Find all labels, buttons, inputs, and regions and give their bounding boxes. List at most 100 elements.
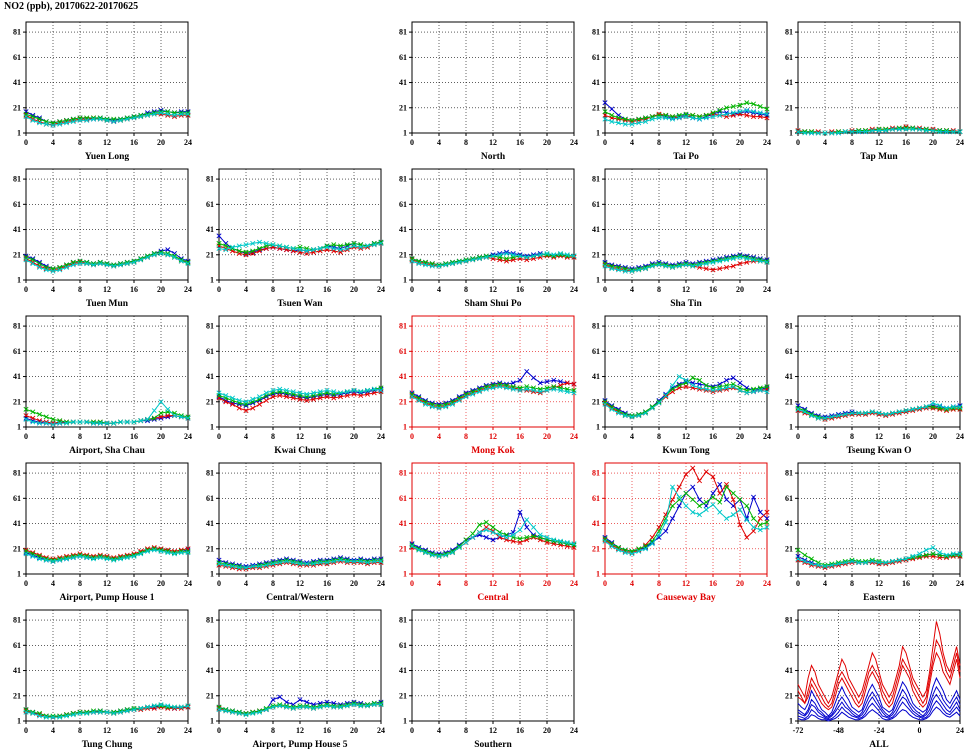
x-tick-label: 20 <box>543 432 551 441</box>
x-tick-label: 16 <box>516 432 524 441</box>
red-series-line <box>797 638 961 708</box>
x-tick-label: 20 <box>736 432 744 441</box>
y-tick-label: 61 <box>399 347 407 356</box>
x-tick-label: 4 <box>630 579 634 588</box>
cyan-series-markers <box>602 373 770 420</box>
x-tick-label: 0 <box>918 726 922 735</box>
panel-title: Tuen Mun <box>86 299 129 309</box>
chart-panel-eastern: 1 21 41 61 81 0 4 8 12 16 20 24 Eastern <box>772 457 965 604</box>
y-tick-label: 61 <box>785 494 793 503</box>
y-tick-label: 61 <box>206 200 214 209</box>
x-tick-label: 20 <box>543 285 551 294</box>
x-tick-label: 20 <box>350 579 358 588</box>
panel-title: Airport, Sha Chau <box>69 446 145 456</box>
chart-southern-svg: 1 21 41 61 81 0 4 8 12 16 20 24 Southern <box>399 609 578 750</box>
x-tick-label: 12 <box>682 138 690 147</box>
y-tick-label: 1 <box>789 570 793 579</box>
y-tick-label: 61 <box>592 200 600 209</box>
y-tick-label: 61 <box>13 53 21 62</box>
x-tick-label: 12 <box>489 579 497 588</box>
x-tick-label: 12 <box>875 579 883 588</box>
y-tick-label: 81 <box>785 469 793 478</box>
x-tick-label: 8 <box>657 285 661 294</box>
blue-series-markers <box>216 555 384 569</box>
blue-series-line <box>797 676 961 717</box>
red-series-line <box>604 467 768 554</box>
x-tick-label: 12 <box>103 726 111 735</box>
y-tick-label: 1 <box>403 570 407 579</box>
y-tick-label: 61 <box>13 641 21 650</box>
green-series-markers <box>23 546 191 563</box>
x-tick-label: 12 <box>489 726 497 735</box>
blue-series-line <box>797 685 961 718</box>
y-tick-label: 81 <box>592 469 600 478</box>
chart-pump-house-1-svg: 1 21 41 61 81 0 4 8 12 16 20 24 Airport, Pump House … <box>13 462 192 603</box>
y-tick-label: 81 <box>399 616 407 625</box>
panel-title: Southern <box>474 740 512 750</box>
y-tick-label: 21 <box>785 691 793 700</box>
chart-panel-sha-tin: 1 21 41 61 81 0 4 8 12 16 20 24 Sha Tin <box>579 163 772 310</box>
blue-series-markers <box>216 386 384 409</box>
x-tick-label: 4 <box>51 138 55 147</box>
chart-tap-mun-svg: 1 21 41 61 81 0 4 8 12 16 20 24 Tap Mun <box>785 21 964 162</box>
x-tick-label: 0 <box>796 138 800 147</box>
x-tick-label: 12 <box>489 432 497 441</box>
x-tick-label: 8 <box>78 432 82 441</box>
chart-panel-tsuen-wan: 1 21 41 61 81 0 4 8 12 16 20 24 Tsuen Wan <box>193 163 386 310</box>
chart-eastern-svg: 1 21 41 61 81 0 4 8 12 16 20 24 Eastern <box>785 462 964 603</box>
y-tick-label: 41 <box>399 519 407 528</box>
y-tick-label: 41 <box>785 519 793 528</box>
blue-series-line <box>797 693 961 720</box>
y-tick-label: 21 <box>592 103 600 112</box>
y-tick-label: 21 <box>399 250 407 259</box>
x-tick-label: 0 <box>410 285 414 294</box>
panel-title: Airport, Pump House 1 <box>60 593 155 603</box>
cyan-series-markers <box>23 702 191 720</box>
x-tick-label: 12 <box>682 432 690 441</box>
y-tick-label: 41 <box>399 78 407 87</box>
green-series-markers <box>409 381 577 409</box>
chart-panel-tung-chung: 1 21 41 61 81 0 4 8 12 16 20 24 Tung Chung <box>0 604 193 751</box>
y-tick-label: 41 <box>206 225 214 234</box>
x-tick-label: 0 <box>603 579 607 588</box>
red-series-markers <box>216 558 384 572</box>
green-series-markers <box>602 100 770 123</box>
y-tick-label: 1 <box>17 129 21 138</box>
y-tick-label: 21 <box>399 397 407 406</box>
panel-title: Sha Tin <box>670 299 702 309</box>
y-tick-label: 1 <box>789 129 793 138</box>
green-series-markers <box>409 519 577 558</box>
blue-series-markers <box>602 252 770 272</box>
empty-cell <box>193 16 386 163</box>
chart-panel-airport-sha-chau: 1 21 41 61 81 0 4 8 12 16 20 24 Airport, Sha Chau <box>0 310 193 457</box>
x-tick-label: 8 <box>78 285 82 294</box>
x-tick-label: 12 <box>103 432 111 441</box>
x-tick-label: 4 <box>51 726 55 735</box>
chart-panel-tseung-kwan-o: 1 21 41 61 81 0 4 8 12 16 20 24 Tseung Kwan O <box>772 310 965 457</box>
x-tick-label: 16 <box>130 138 138 147</box>
y-tick-label: 1 <box>596 423 600 432</box>
x-tick-label: 20 <box>350 726 358 735</box>
y-tick-label: 41 <box>785 666 793 675</box>
x-tick-label: 8 <box>464 726 468 735</box>
y-tick-label: 61 <box>399 200 407 209</box>
y-tick-label: 21 <box>206 250 214 259</box>
red-series-line <box>25 415 189 424</box>
y-tick-label: 61 <box>206 347 214 356</box>
cyan-series-markers <box>602 107 770 127</box>
y-tick-label: 61 <box>592 53 600 62</box>
cyan-series-markers <box>216 702 384 718</box>
y-tick-label: 21 <box>592 397 600 406</box>
chart-panel-north: 1 21 41 61 81 0 4 8 12 16 20 24 North <box>386 16 579 163</box>
x-tick-label: 12 <box>489 138 497 147</box>
chart-north-svg: 1 21 41 61 81 0 4 8 12 16 20 24 North <box>399 21 578 162</box>
x-tick-label: 20 <box>157 138 165 147</box>
x-tick-label: 12 <box>103 138 111 147</box>
y-tick-label: 41 <box>592 225 600 234</box>
x-tick-label: 8 <box>464 138 468 147</box>
y-tick-label: 21 <box>13 397 21 406</box>
y-tick-label: 41 <box>399 666 407 675</box>
chart-panel-tai-po: 1 21 41 61 81 0 4 8 12 16 20 24 Tai Po <box>579 16 772 163</box>
y-tick-label: 61 <box>206 494 214 503</box>
chart-kwai-chung-svg: 1 21 41 61 81 0 4 8 12 16 20 24 Kwai Chung <box>206 315 385 456</box>
